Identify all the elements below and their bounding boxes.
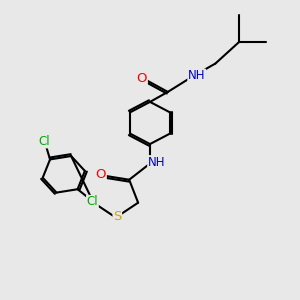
- Text: Cl: Cl: [38, 135, 50, 148]
- Text: NH: NH: [188, 69, 206, 82]
- Text: NH: NH: [148, 156, 165, 169]
- Text: Cl: Cl: [87, 195, 98, 208]
- Text: O: O: [96, 168, 106, 181]
- Text: S: S: [113, 210, 122, 223]
- Text: O: O: [137, 72, 147, 85]
